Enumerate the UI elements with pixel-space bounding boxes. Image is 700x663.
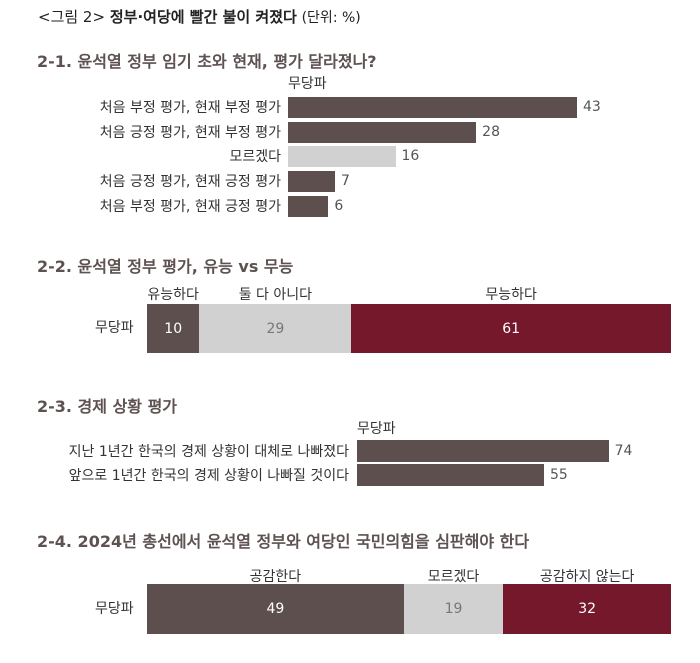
chart2-title: 2-2. 윤석열 정부 평가, 유능 vs 무능 [37,257,294,276]
chart3-title: 2-3. 경제 상황 평가 [37,397,178,416]
chart3-series-label: 무당파 [357,421,396,437]
category-label: 처음 긍정 평가, 현재 긍정 평가 [99,174,281,191]
stacked-segment: 61 [351,304,671,353]
value-label: 28 [482,123,500,140]
bar [288,97,577,118]
bar [288,146,396,168]
figure-prefix: <그림 2> [38,8,106,26]
segment-header: 둘 다 아니다 [238,287,313,303]
segment-header: 무능하다 [485,287,537,303]
figure-title: <그림 2> 정부·여당에 빨간 불이 켜졌다 (단위: %) [38,6,361,27]
figure-title-text: 정부·여당에 빨간 불이 켜졌다 [109,8,297,26]
stacked-segment: 10 [147,304,200,353]
bar [357,440,609,462]
category-label: 처음 긍정 평가, 현재 부정 평가 [99,124,281,141]
chart4-title: 2-4. 2024년 총선에서 윤석열 정부와 여당인 국민의힘을 심판해야 한… [37,532,530,551]
chart1-title: 2-1. 윤석열 정부 임기 초와 현재, 평가 달라졌나? [37,52,377,71]
category-label: 모르겠다 [229,149,281,166]
value-label: 55 [550,467,568,483]
row-label: 무당파 [95,601,134,617]
bar [288,121,477,143]
value-label: 6 [334,197,344,214]
chart1-series-label: 무당파 [288,76,327,92]
bar [288,171,336,193]
category-label: 앞으로 1년간 한국의 경제 상황이 나빠질 것이다 [68,468,349,484]
value-label: 74 [614,443,633,459]
segment-header: 유능하다 [147,287,199,303]
bar [357,464,544,486]
value-label: 43 [582,99,601,115]
value-label: 16 [401,148,420,165]
segment-header: 공감하지 않는다 [539,569,635,585]
stacked-segment: 29 [199,304,352,353]
bar [288,195,329,217]
stacked-segment: 32 [503,584,671,634]
category-label: 처음 부정 평가, 현재 긍정 평가 [99,198,281,215]
segment-header: 모르겠다 [427,569,480,585]
figure-unit: (단위: %) [301,10,361,26]
stacked-segment: 49 [147,584,404,634]
row-label: 무당파 [95,320,134,336]
category-label: 지난 1년간 한국의 경제 상황이 대체로 나빠졌다 [68,444,349,460]
segment-header: 공감한다 [249,569,302,585]
stacked-segment: 19 [403,584,504,634]
category-label: 처음 부정 평가, 현재 부정 평가 [99,100,281,116]
value-label: 7 [341,173,350,190]
